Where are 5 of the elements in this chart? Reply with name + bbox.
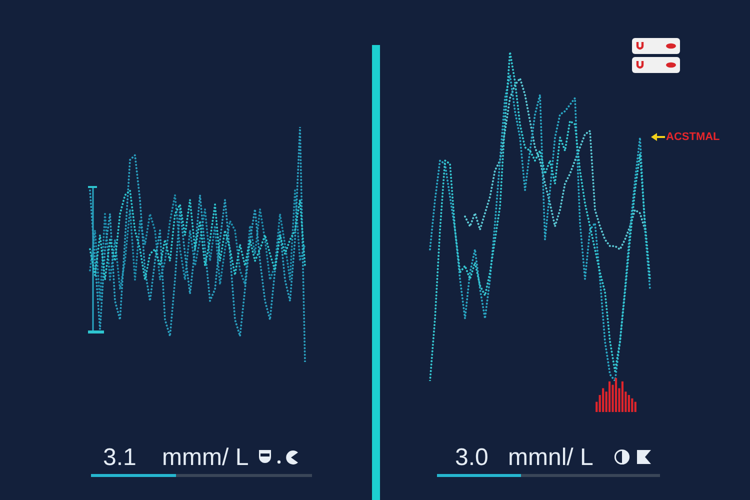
text: 3.0 (455, 444, 488, 471)
text: mmm/ L (162, 444, 249, 471)
text: ACSTMAL (666, 131, 720, 144)
text: 3.1 (103, 444, 136, 471)
text: mmnl/ L (508, 444, 594, 471)
